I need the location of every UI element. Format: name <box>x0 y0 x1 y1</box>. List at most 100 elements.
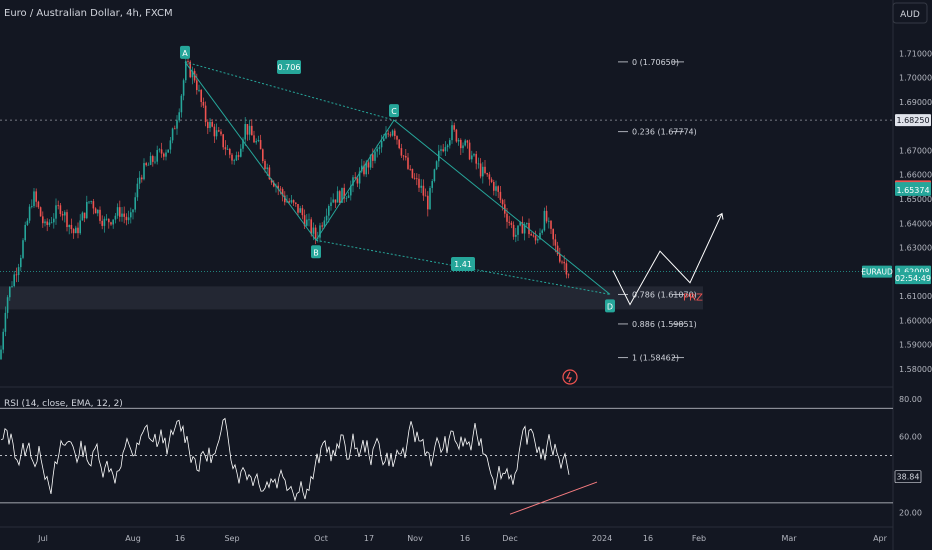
candle-body <box>391 130 394 136</box>
candle-body <box>125 216 128 221</box>
rsi-value-tag <box>894 470 922 484</box>
time-tick-label: Sep <box>224 534 239 543</box>
candle-body <box>176 120 178 129</box>
candle-body <box>180 95 183 113</box>
rsi-line <box>0 417 570 502</box>
candle-body <box>552 228 554 240</box>
candle-body <box>273 182 275 187</box>
candle-body <box>81 212 84 221</box>
candle-body <box>290 200 293 203</box>
candle-body <box>253 135 255 143</box>
candle-body <box>306 219 308 226</box>
candle-body <box>323 220 326 227</box>
candle-body <box>158 149 161 151</box>
fib-levels: 0 (1.70650) 0.236 (1.67774) 0.786 (1.61070… <box>618 58 703 363</box>
candle-body <box>341 187 343 203</box>
candle-body <box>482 166 484 177</box>
candle-body <box>512 224 515 237</box>
candle-body <box>26 220 29 225</box>
candle-body <box>541 230 543 233</box>
candle-body <box>59 205 62 214</box>
candle-body <box>136 183 139 198</box>
candle-body <box>88 201 90 203</box>
time-tick-label: Mar <box>781 534 797 543</box>
candle-body <box>72 229 75 234</box>
candle-body <box>61 213 64 216</box>
candle-body <box>152 156 154 162</box>
candle-body <box>319 225 321 238</box>
candle-body <box>17 267 20 276</box>
candle-body <box>396 136 398 140</box>
time-tick-label: 17 <box>364 534 374 543</box>
candle-body <box>94 208 97 214</box>
time-tick-label: 16 <box>175 534 185 543</box>
candle-body <box>479 163 482 177</box>
candle-body <box>286 201 288 203</box>
candle-body <box>130 212 132 218</box>
candle-body <box>442 149 444 152</box>
price-tick-label: 1.70000 <box>899 74 932 83</box>
candle-body <box>143 163 145 180</box>
candle-body <box>187 61 189 62</box>
replay-icon[interactable] <box>562 369 578 385</box>
candle-body <box>55 205 57 219</box>
currency-button[interactable] <box>892 2 928 24</box>
candle-body <box>431 181 433 188</box>
candle-body <box>57 205 59 207</box>
candle-body <box>138 177 141 184</box>
candle-body <box>394 130 396 137</box>
price-tick-label: 1.60000 <box>899 316 932 325</box>
candle-body <box>246 124 249 135</box>
candle-body <box>446 145 449 148</box>
candle-body <box>112 219 114 225</box>
rsi-tick-label: 20.00 <box>899 508 922 517</box>
candle-body <box>429 187 431 210</box>
candle-body <box>191 70 194 78</box>
candle-body <box>420 185 422 188</box>
candle-body <box>2 331 4 350</box>
candle-body <box>499 191 502 200</box>
candle-body <box>149 156 152 165</box>
candle-body <box>308 219 310 221</box>
candle-body <box>204 105 207 123</box>
candle-body <box>279 188 282 190</box>
time-tick-label: Apr <box>873 534 888 543</box>
candle-body <box>530 234 532 236</box>
candle-body <box>506 213 508 222</box>
candle-body <box>464 140 466 146</box>
candle-body <box>105 218 108 220</box>
time-tick-label: Nov <box>407 534 423 543</box>
candle-body <box>383 138 385 142</box>
pattern-point-label: A <box>182 49 188 58</box>
candle-body <box>523 224 526 234</box>
candle-body <box>356 178 359 184</box>
symbol-title: Euro / Australian Dollar, 4h, FXCM <box>4 8 173 19</box>
time-tick-label: Jul <box>37 534 48 543</box>
candle-body <box>515 234 517 237</box>
axes: 1.71000 1.70000 1.69000 1.67000 1.66000 1.650… <box>37 49 932 543</box>
candle-body <box>108 218 110 223</box>
candle-body <box>332 199 334 203</box>
time-tick-label: Feb <box>692 534 706 543</box>
candle-body <box>6 297 9 313</box>
candle-body <box>248 125 251 135</box>
price-tick-label: 1.67000 <box>899 146 932 155</box>
candle-body <box>413 177 416 179</box>
price-tick-label: 1.71000 <box>899 49 932 58</box>
candle-body <box>211 121 213 127</box>
candle-body <box>167 149 169 153</box>
candle-body <box>427 195 429 210</box>
candle-body <box>486 172 488 175</box>
candle-body <box>145 163 147 166</box>
candle-body <box>352 177 354 186</box>
candle-body <box>132 209 134 213</box>
pattern-ratio-label: 0.706 <box>278 63 301 72</box>
candle-body <box>358 171 361 184</box>
candle-body <box>119 207 121 217</box>
candle-body <box>284 195 286 203</box>
rsi-pane <box>0 407 893 515</box>
symbol-tag-label: EURAUD <box>861 268 893 277</box>
candle-body <box>330 202 332 207</box>
candle-body <box>90 201 92 202</box>
